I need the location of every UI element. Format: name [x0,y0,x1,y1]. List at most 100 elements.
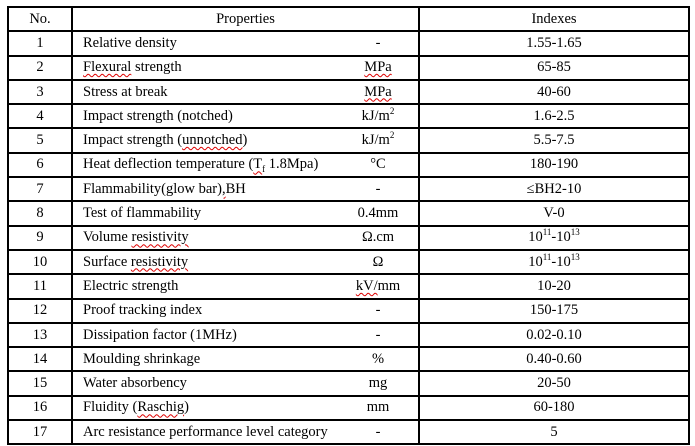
row-number: 13 [7,321,73,349]
row-index-value: 40-60 [418,78,690,106]
row-index-value: 60-180 [418,394,690,422]
property-unit: - [375,302,381,319]
property-cell: Arc resistance performance level categor… [74,423,417,441]
row-index-value: 5 [418,419,690,446]
property-name: Relative density [83,34,177,51]
property-unit: MPa [364,59,392,76]
row-index-value: 150-175 [418,297,690,324]
header-no: No. [7,5,73,33]
table-row: 1 Relative density - 1.55-1.65 [7,30,690,57]
property-name: Water absorbency [83,375,187,392]
table-row: 16 Fluidity (Raschig) mm 60-180 [7,394,690,422]
property-name: Moulding shrinkage [83,350,201,367]
table-row: 6 Heat deflection temperature (Tf 1.8Mpa… [7,151,690,179]
property-cell: Flammability(glow bar),BH - [74,180,417,198]
property-cell: Impact strength (notched) kJ/m2 [74,106,417,125]
property-unit: mg [368,375,388,392]
row-number: 10 [7,248,73,276]
property-name: Fluidity (Raschig) [83,399,189,416]
table-row: 15 Water absorbency mg 20-50 [7,370,690,397]
row-number: 16 [7,394,73,422]
row-number: 17 [7,419,73,446]
row-index-value: 1011-1013 [418,248,690,276]
property-unit: kJ/m2 [361,130,395,149]
row-index-value: 20-50 [418,370,690,397]
row-number: 14 [7,346,73,373]
table-row: 10 Surface resistivity Ω 1011-1013 [7,248,690,276]
row-number: 9 [7,224,73,251]
property-name: Electric strength [83,277,179,294]
row-number: 3 [7,78,73,106]
table-row: 8 Test of flammability 0.4mm V-0 [7,200,690,227]
table-row: 9 Volume resistivity Ω.cm 1011-1013 [7,224,690,251]
property-cell: Impact strength (unnotched) kJ/m2 [74,130,417,149]
property-name: Stress at break [83,83,168,100]
row-number: 2 [7,54,73,81]
property-cell: Surface resistivity Ω [74,253,417,271]
properties-table: No. Properties Indexes 1 Relative densit… [7,5,690,446]
property-unit: mm [366,399,390,416]
property-cell: Heat deflection temperature (Tf 1.8Mpa) … [74,156,417,175]
property-cell: Test of flammability 0.4mm [74,205,417,222]
property-cell: Relative density - [74,34,417,52]
table-row: 12 Proof tracking index - 150-175 [7,297,690,324]
property-unit: - [375,34,381,51]
row-index-value: 10-20 [418,273,690,300]
row-number: 12 [7,297,73,324]
property-unit: - [375,423,381,440]
table-row: 4 Impact strength (notched) kJ/m2 1.6-2.… [7,103,690,130]
row-index-value: 5.5-7.5 [418,127,690,154]
property-unit: MPa [364,83,392,100]
table-row: 5 Impact strength (unnotched) kJ/m2 5.5-… [7,127,690,154]
table-row: 13 Dissipation factor (1MHz) - 0.02-0.10 [7,321,690,349]
property-cell: Fluidity (Raschig) mm [74,399,417,416]
property-name: Test of flammability [83,205,202,222]
table-row: 14 Moulding shrinkage % 0.40-0.60 [7,346,690,373]
property-cell: Moulding shrinkage % [74,350,417,368]
table-row: 7 Flammability(glow bar),BH - ≤BH2-10 [7,176,690,203]
header-indexes: Indexes [418,5,690,33]
property-cell: Flexural strength MPa [74,59,417,76]
property-name: Arc resistance performance level categor… [83,423,328,440]
row-number: 11 [7,273,73,300]
property-unit: % [371,350,385,367]
table-row: 11 Electric strength kV/mm 10-20 [7,273,690,300]
property-cell: Proof tracking index - [74,302,417,319]
property-cell: Stress at break MPa [74,83,417,101]
row-index-value: V-0 [418,200,690,227]
property-name: Flammability(glow bar),BH [83,180,246,197]
property-name: Dissipation factor (1MHz) [83,326,237,343]
row-number: 4 [7,103,73,130]
property-cell: Volume resistivity Ω.cm [74,229,417,246]
row-number: 15 [7,370,73,397]
property-unit: - [375,180,381,197]
row-index-value: 1.55-1.65 [418,30,690,57]
table-row: 2 Flexural strength MPa 65-85 [7,54,690,81]
row-number: 6 [7,151,73,179]
property-unit: 0.4mm [357,205,399,222]
table-row: 17 Arc resistance performance level cate… [7,419,690,446]
property-name: Heat deflection temperature (Tf 1.8Mpa) [83,156,319,175]
row-index-value: 65-85 [418,54,690,81]
row-number: 5 [7,127,73,154]
property-name: Surface resistivity [83,253,189,270]
header-properties: Properties [71,5,420,33]
row-index-value: 0.02-0.10 [418,321,690,349]
row-index-value: 1.6-2.5 [418,103,690,130]
row-index-value: 0.40-0.60 [418,346,690,373]
row-number: 1 [7,30,73,57]
row-index-value: 180-190 [418,151,690,179]
property-unit: Ω [372,253,384,270]
row-number: 7 [7,176,73,203]
property-cell: Electric strength kV/mm [74,277,417,295]
row-index-value: ≤BH2-10 [418,176,690,203]
property-unit: Ω.cm [361,229,395,246]
property-unit: kV/mm [355,277,401,294]
property-unit: kJ/m2 [361,106,395,124]
row-number: 8 [7,200,73,227]
property-unit: - [375,326,381,343]
property-name: Impact strength (unnotched) [83,132,248,149]
property-name: Flexural strength [83,59,182,76]
row-index-value: 1011-1013 [418,224,690,251]
